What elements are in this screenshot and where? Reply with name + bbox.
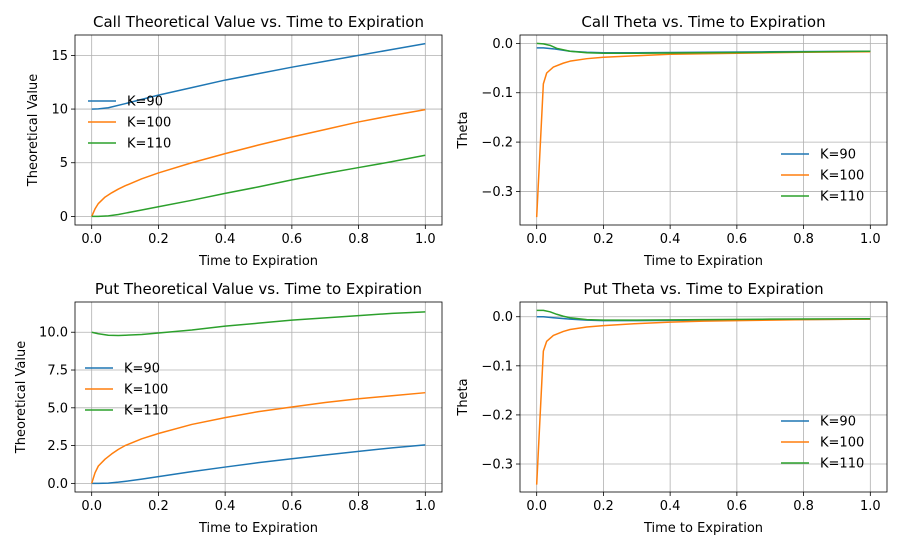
legend: K=90 K=100 K=110 [781, 415, 864, 472]
series-line-k-100 [535, 318, 871, 485]
y-axis-label: Theta [456, 378, 471, 416]
x-tick-label: 0.6 [282, 232, 303, 247]
x-tick-label: 0.0 [526, 499, 547, 514]
plot-frame [74, 301, 443, 493]
legend-label: K=100 [124, 383, 168, 398]
legend-label: K=100 [127, 116, 171, 131]
legend: K=90 K=100 K=110 [85, 362, 168, 419]
y-tick-label: 0.0 [492, 310, 513, 325]
y-tick-label: −0.2 [481, 136, 513, 151]
x-tick-label: 0.4 [215, 232, 236, 247]
x-tick-label: 0.8 [348, 232, 369, 247]
y-tick-label: 5 [60, 156, 68, 171]
legend-label: K=110 [820, 190, 864, 205]
legend-label: K=100 [820, 169, 864, 184]
x-tick-label: 0.8 [793, 499, 814, 514]
x-axis-label: Time to Expiration [643, 521, 763, 536]
y-tick-label: −0.2 [481, 408, 513, 423]
x-tick-label: 0.0 [81, 232, 102, 247]
chart-panel-2: Call Theta vs. Time to Expiration 0.0 0.2 0… [456, 13, 888, 269]
y-tick-label: −0.3 [481, 458, 513, 473]
chart-title: Put Theta vs. Time to Expiration [583, 280, 823, 298]
y-axis-label: Theoretical Value [26, 74, 41, 187]
x-tick-label: 1.0 [860, 232, 881, 247]
y-tick-label: −0.1 [481, 86, 513, 101]
series-line-k-110 [536, 309, 871, 321]
x-axis-label: Time to Expiration [198, 254, 318, 269]
x-tick-label: 0.2 [148, 232, 169, 247]
x-tick-label: 0.8 [793, 232, 814, 247]
x-tick-label: 0.6 [727, 232, 748, 247]
chart-panel-1: Call Theoretical Value vs. Time to Expir… [26, 13, 443, 269]
legend: K=90 K=100 K=110 [88, 95, 171, 152]
y-tick-label: 0.0 [47, 477, 68, 492]
legend-label: K=90 [124, 362, 160, 377]
series-line-k-100 [90, 391, 426, 484]
legend-label: K=90 [127, 95, 163, 110]
series-line-k-110 [536, 42, 871, 55]
series-line-k-90 [91, 444, 426, 485]
y-tick-label: −0.3 [481, 185, 513, 200]
legend-label: K=90 [820, 148, 856, 163]
y-axis-label: Theoretical Value [14, 341, 29, 454]
x-tick-label: 0.4 [660, 232, 681, 247]
legend-label: K=100 [820, 436, 864, 451]
chart-title: Put Theoretical Value vs. Time to Expira… [95, 280, 422, 298]
y-tick-label: 0.0 [492, 37, 513, 52]
series-line-k-90 [91, 42, 426, 110]
legend-label: K=90 [820, 415, 856, 430]
legend: K=90 K=100 K=110 [781, 148, 864, 205]
x-tick-label: 0.2 [148, 499, 169, 514]
x-tick-label: 0.4 [215, 499, 236, 514]
x-tick-label: 1.0 [415, 232, 436, 247]
legend-label: K=110 [124, 404, 168, 419]
x-axis-label: Time to Expiration [198, 521, 318, 536]
chart-title: Call Theoretical Value vs. Time to Expir… [93, 13, 424, 31]
x-tick-label: 0.4 [660, 499, 681, 514]
x-tick-label: 0.6 [282, 499, 303, 514]
series-line-k-110 [91, 311, 426, 337]
x-tick-label: 0.0 [526, 232, 547, 247]
chart-title: Call Theta vs. Time to Expiration [581, 13, 825, 31]
plot-frame [74, 34, 443, 226]
legend-label: K=110 [127, 137, 171, 152]
y-axis-label: Theta [456, 111, 471, 149]
plot-frame [519, 34, 888, 226]
x-tick-label: 0.2 [593, 232, 614, 247]
legend-label: K=110 [820, 457, 864, 472]
x-tick-label: 1.0 [860, 499, 881, 514]
x-tick-label: 0.0 [81, 499, 102, 514]
y-tick-label: 10.0 [39, 326, 68, 341]
x-tick-label: 0.6 [727, 499, 748, 514]
y-tick-label: 2.5 [47, 439, 68, 454]
y-tick-label: 0 [60, 210, 68, 225]
chart-panel-3: Put Theoretical Value vs. Time to Expira… [14, 280, 443, 536]
y-tick-label: −0.1 [481, 359, 513, 374]
plot-frame [519, 301, 888, 493]
x-axis-label: Time to Expiration [643, 254, 763, 269]
series-line-k-100 [90, 108, 426, 217]
x-tick-label: 0.2 [593, 499, 614, 514]
y-tick-label: 10 [51, 103, 68, 118]
y-tick-label: 15 [51, 49, 68, 64]
series-line-k-100 [535, 51, 871, 218]
y-tick-label: 7.5 [47, 364, 68, 379]
chart-panel-4: Put Theta vs. Time to Expiration 0.0 0.2 0.… [456, 280, 888, 536]
series-line-k-110 [91, 154, 426, 218]
x-tick-label: 0.8 [348, 499, 369, 514]
y-tick-label: 5.0 [47, 401, 68, 416]
x-tick-label: 1.0 [415, 499, 436, 514]
